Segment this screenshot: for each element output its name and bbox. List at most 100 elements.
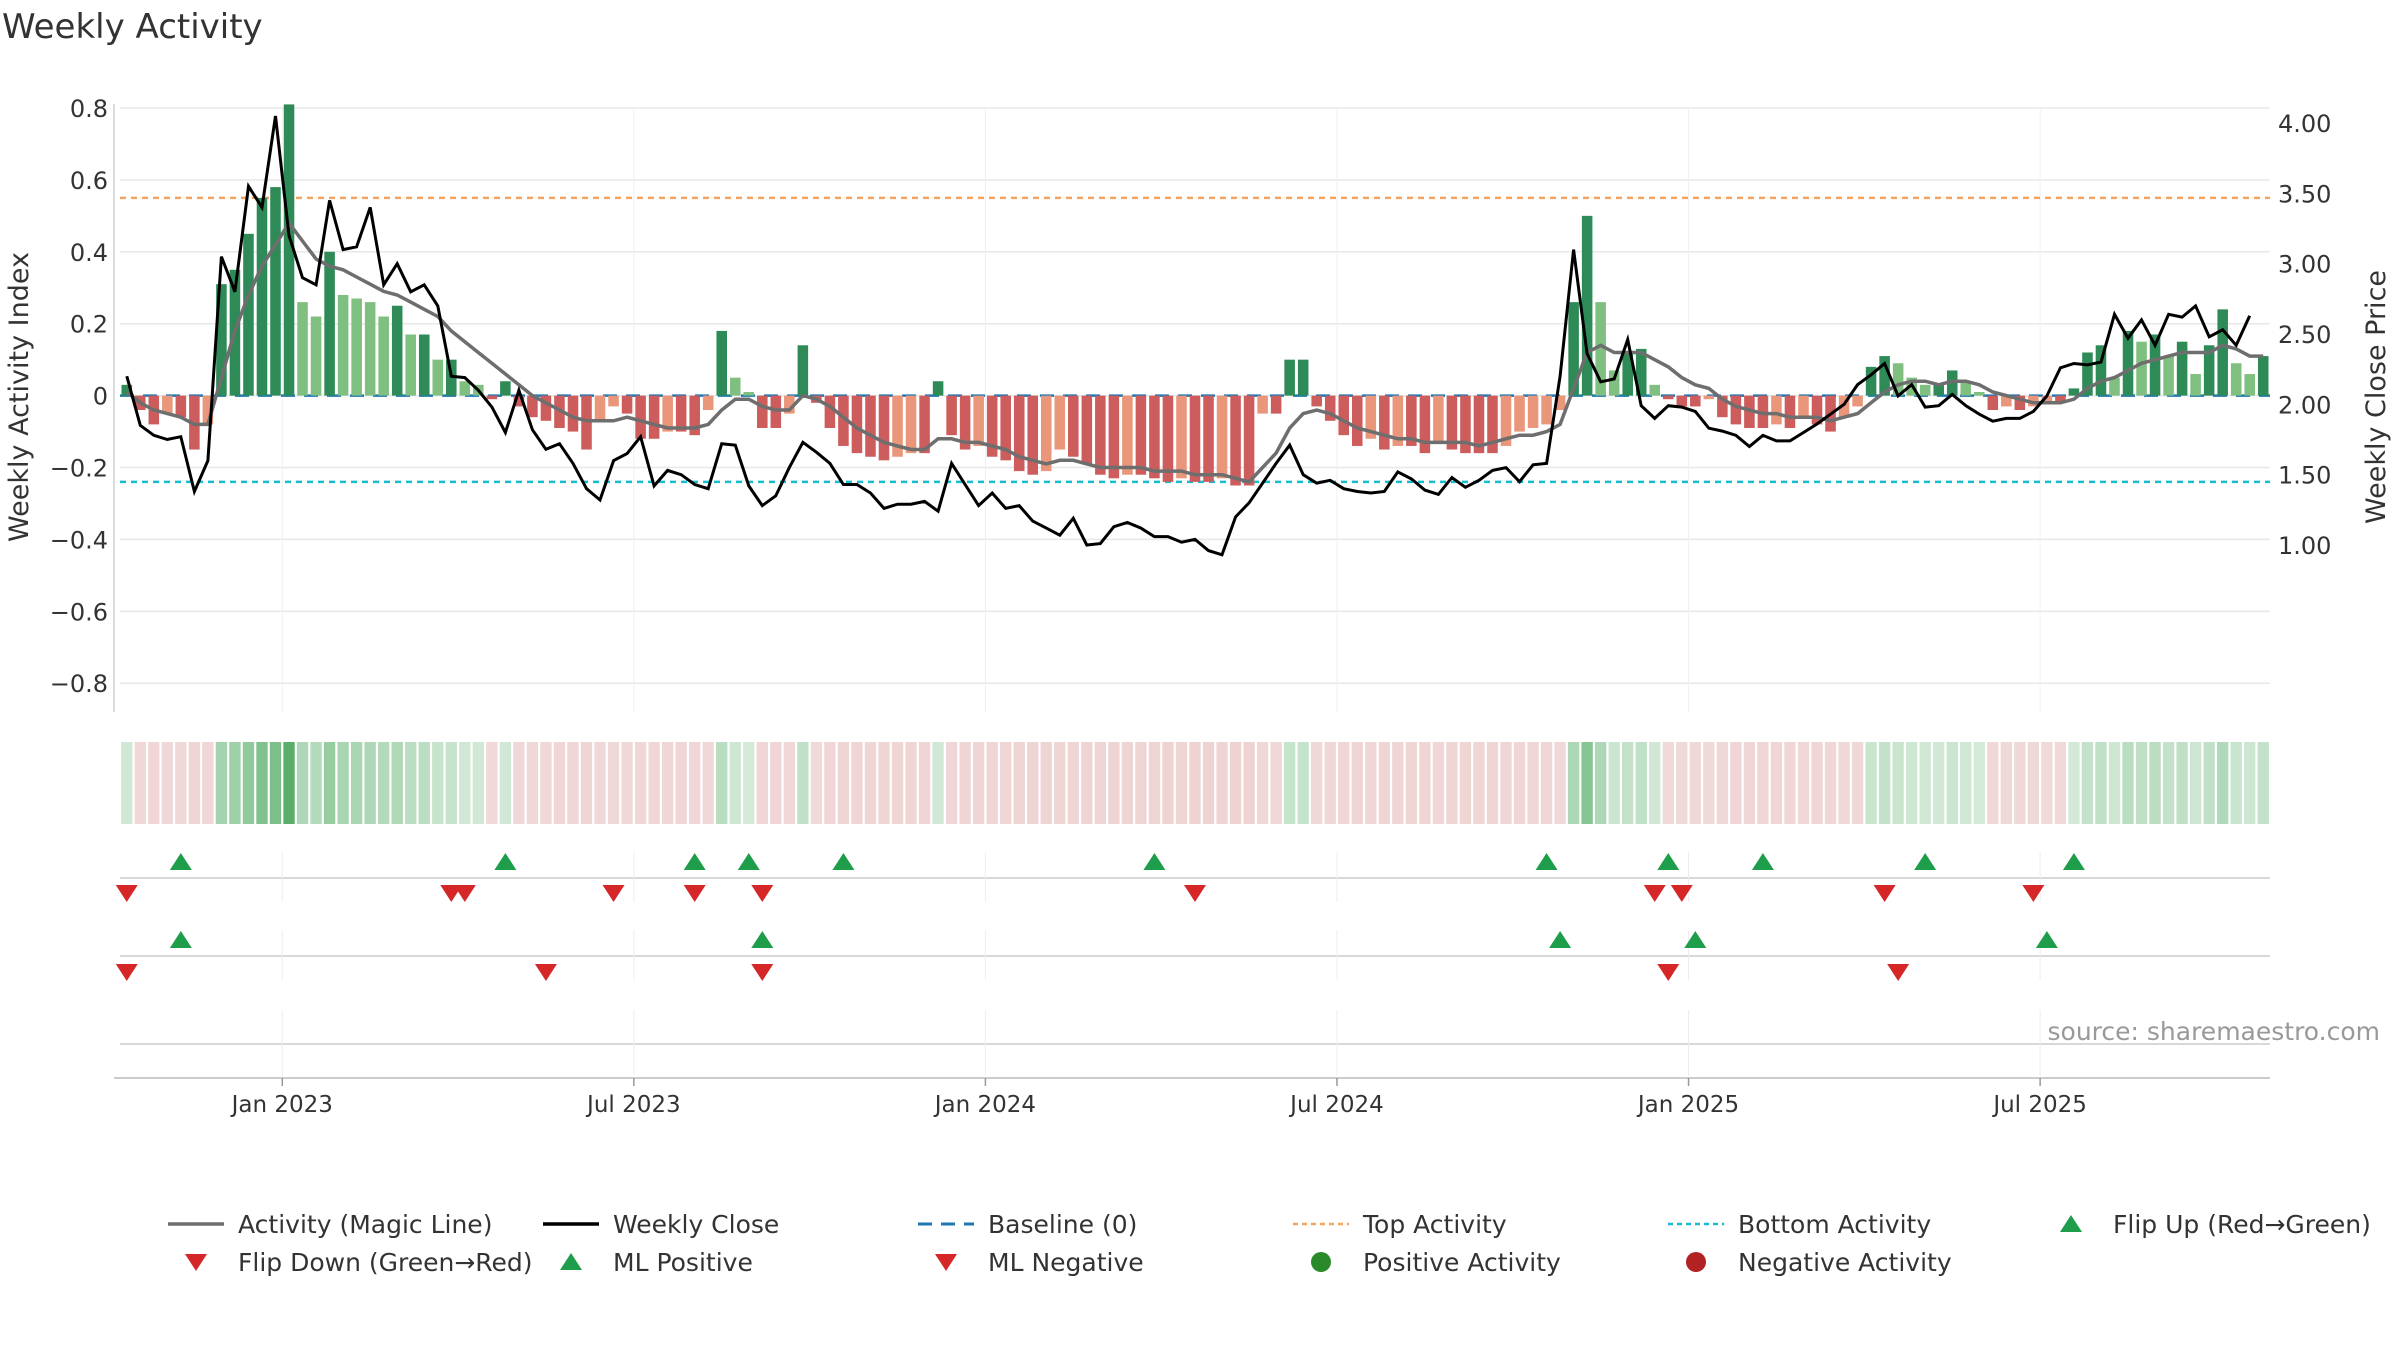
activity-bar [1852, 395, 1863, 407]
strip-cell [1392, 742, 1404, 824]
strip-cell [689, 742, 701, 824]
strip-cell [364, 742, 376, 824]
strip-cell [161, 742, 174, 824]
strip-cell [1027, 742, 1039, 824]
y-left-tick-label: −0.4 [50, 526, 108, 554]
x-tick-label: Jan 2025 [1636, 1092, 1739, 1118]
activity-bar [1473, 395, 1485, 454]
series-lines [125, 115, 2264, 557]
strip-cell [1878, 742, 1891, 824]
y-left-tick-label: −0.8 [50, 670, 108, 698]
y-right-tick-label: 4.00 [2278, 110, 2331, 138]
strip-cell [175, 742, 187, 824]
activity-bar [838, 395, 849, 446]
strip-cell [1162, 742, 1174, 824]
strip-cell [1797, 742, 1810, 824]
flip-up-marker [1535, 853, 1558, 870]
strip-cell [1689, 742, 1701, 824]
flip-up-marker [1751, 853, 1774, 870]
activity-bar [243, 233, 254, 396]
y-right-tick-label: 2.50 [2278, 321, 2331, 349]
y-left-tick-label: −0.6 [50, 598, 108, 626]
flip-down-marker [1873, 885, 1896, 902]
bottom-panel [120, 1010, 2270, 1076]
strip-cell [202, 742, 214, 824]
activity-bar [1365, 395, 1377, 439]
strip-cell [1892, 742, 1904, 824]
strip-cell [269, 742, 282, 824]
strip-cell [1960, 742, 1972, 824]
activity-bar [1730, 395, 1742, 425]
flip-down-marker [602, 885, 625, 902]
activity-bar [162, 395, 173, 414]
activity-bar [1690, 395, 1701, 407]
ml-negative-marker [534, 964, 557, 981]
y-axis-left: 0.8 0.6 0.4 0.2 0 −0.2 −0.4 −0.6 −0.8 [50, 95, 108, 698]
strip-cell [797, 742, 809, 824]
strip-cell [1446, 742, 1458, 824]
activity-bar [513, 395, 525, 407]
activity-bar [2203, 345, 2215, 396]
strip-cell [1581, 742, 1593, 824]
activity-bar [2149, 334, 2161, 396]
activity-bar [729, 377, 741, 396]
activity-bar [121, 384, 133, 396]
x-tick-label: Jan 2024 [933, 1092, 1036, 1118]
y-left-tick-label: 0.8 [70, 95, 108, 123]
strip-cell [1676, 742, 1688, 824]
activity-bar [1149, 395, 1160, 479]
activity-bar [2176, 341, 2188, 396]
strip-cell [2176, 742, 2188, 824]
activity-bar [1987, 395, 1999, 410]
strip-cell [1838, 742, 1850, 824]
legend-swatch [1311, 1252, 1331, 1272]
activity-bar [1392, 395, 1404, 446]
strip-cell [526, 742, 539, 824]
activity-bar [1541, 395, 1552, 425]
strip-cell [1283, 742, 1296, 824]
flip-up-marker [169, 853, 192, 870]
activity-bar [1514, 395, 1525, 432]
strip-cell [1419, 742, 1431, 824]
activity-bar [784, 395, 795, 414]
activity-bar [1703, 395, 1715, 400]
y-axis-left-label: Weekly Activity Index [4, 252, 35, 542]
activity-bar [770, 395, 782, 428]
strip-cell [972, 742, 985, 824]
strip-cell [1500, 742, 1512, 824]
activity-bar [1297, 359, 1309, 396]
activity-bar [905, 395, 917, 454]
y-axis-right: 4.00 3.50 3.00 2.50 2.00 1.50 1.00 [2278, 110, 2331, 560]
strip-cell [648, 742, 660, 824]
legend-label: Bottom Activity [1738, 1210, 1931, 1239]
activity-bar [1798, 395, 1809, 418]
y-right-tick-label: 3.00 [2278, 251, 2331, 279]
y-left-tick-label: 0 [93, 383, 108, 411]
strip-cell [1256, 742, 1269, 824]
strip-cell [1554, 742, 1566, 824]
flip-down-marker [115, 885, 138, 902]
strip-cell [323, 742, 336, 824]
strip-cell [405, 742, 417, 824]
strip-cell [1108, 742, 1120, 824]
strip-cell [459, 742, 471, 824]
strip-cell [810, 742, 823, 824]
strip-cell [1135, 742, 1147, 824]
strip-cell [891, 742, 904, 824]
strip-cell [1757, 742, 1769, 824]
activity-bar [581, 395, 592, 450]
activity-bar [283, 104, 295, 396]
activity-bar [675, 395, 687, 432]
legend-label: Flip Down (Green→Red) [238, 1248, 533, 1277]
activity-bar [256, 197, 268, 396]
activity-bar [2001, 395, 2012, 407]
activity-bar [202, 395, 214, 425]
strip-cell [1121, 742, 1134, 824]
ml-negative-marker [1887, 964, 1910, 981]
strip-cell [1567, 742, 1580, 824]
strip-cell [1000, 742, 1012, 824]
activity-bar [1081, 395, 1093, 464]
strip-cell [378, 742, 390, 824]
activity-bar [500, 381, 511, 396]
